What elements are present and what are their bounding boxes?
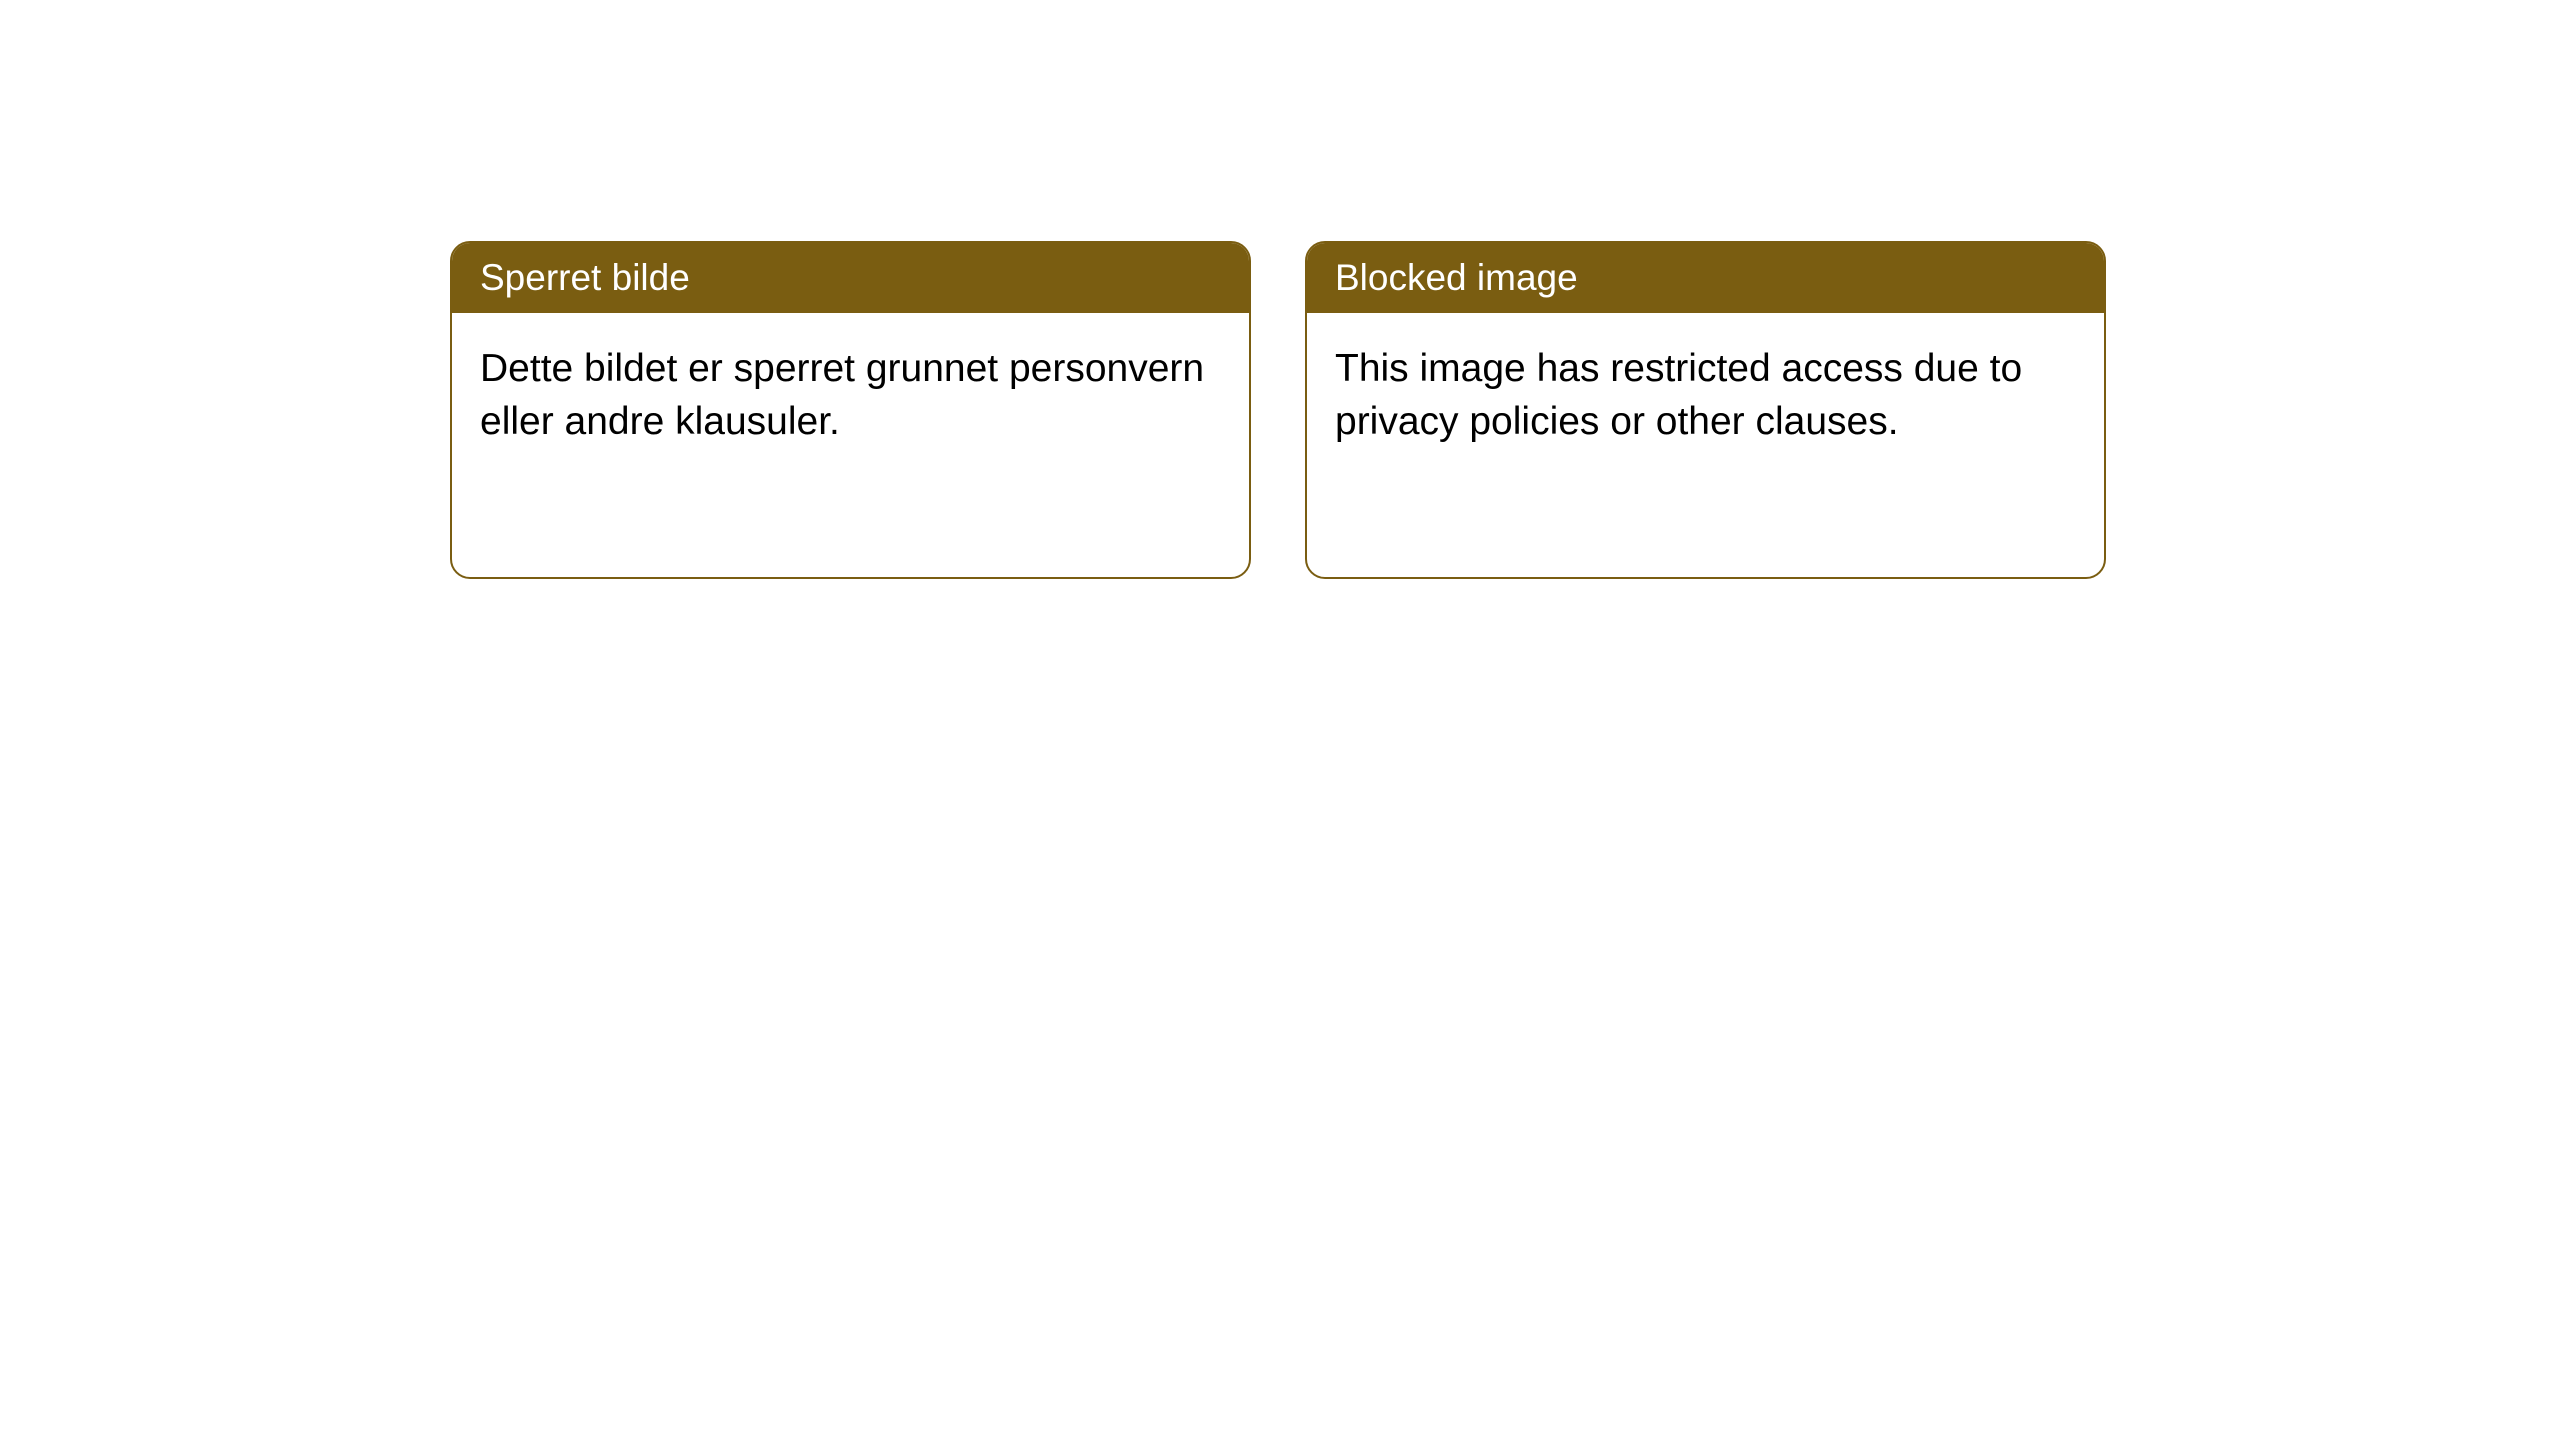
card-text-en: This image has restricted access due to … xyxy=(1335,347,2022,443)
card-text-no: Dette bildet er sperret grunnet personve… xyxy=(480,347,1204,443)
card-header-en: Blocked image xyxy=(1307,243,2104,313)
notice-container: Sperret bilde Dette bildet er sperret gr… xyxy=(450,241,2106,579)
card-body-en: This image has restricted access due to … xyxy=(1307,313,2104,478)
blocked-image-card-no: Sperret bilde Dette bildet er sperret gr… xyxy=(450,241,1251,579)
card-body-no: Dette bildet er sperret grunnet personve… xyxy=(452,313,1249,478)
blocked-image-card-en: Blocked image This image has restricted … xyxy=(1305,241,2106,579)
card-title-en: Blocked image xyxy=(1335,257,1578,298)
card-title-no: Sperret bilde xyxy=(480,257,690,298)
card-header-no: Sperret bilde xyxy=(452,243,1249,313)
